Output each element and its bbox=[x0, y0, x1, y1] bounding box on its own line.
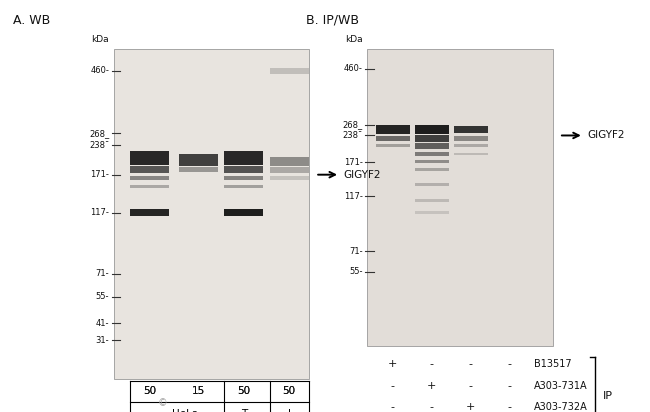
Text: ©: © bbox=[157, 398, 168, 408]
Text: -: - bbox=[469, 359, 473, 369]
Text: -: - bbox=[391, 381, 395, 391]
Bar bbox=[224, 209, 263, 216]
Bar bbox=[415, 135, 448, 142]
Text: 50: 50 bbox=[237, 386, 250, 396]
Text: B13517: B13517 bbox=[534, 359, 572, 369]
Text: 71-: 71- bbox=[96, 269, 109, 278]
Bar bbox=[270, 68, 309, 74]
Bar bbox=[454, 144, 488, 147]
Bar bbox=[454, 126, 488, 133]
Text: kDa: kDa bbox=[92, 35, 109, 44]
Bar bbox=[179, 154, 218, 166]
Text: +: + bbox=[466, 402, 475, 412]
Bar bbox=[224, 185, 263, 188]
Text: GIGYF2: GIGYF2 bbox=[587, 131, 625, 140]
Text: T: T bbox=[240, 409, 247, 412]
Text: kDa: kDa bbox=[345, 35, 363, 44]
Bar bbox=[415, 152, 448, 156]
Bar bbox=[114, 49, 309, 379]
Text: 71-: 71- bbox=[349, 247, 363, 256]
Bar bbox=[415, 183, 448, 186]
Bar bbox=[367, 49, 552, 346]
Text: IP: IP bbox=[603, 391, 612, 401]
Bar bbox=[270, 167, 309, 173]
Text: GIGYF2: GIGYF2 bbox=[343, 170, 381, 180]
Text: 50: 50 bbox=[283, 386, 296, 396]
Text: 238¯: 238¯ bbox=[89, 140, 109, 150]
Text: 15: 15 bbox=[192, 386, 205, 396]
Text: 171-: 171- bbox=[90, 170, 109, 179]
Bar bbox=[454, 152, 488, 155]
Text: 460-: 460- bbox=[344, 64, 363, 73]
Text: -: - bbox=[391, 402, 395, 412]
Bar bbox=[415, 211, 448, 214]
Bar bbox=[415, 199, 448, 202]
Bar bbox=[130, 185, 169, 188]
Text: 15: 15 bbox=[192, 386, 205, 396]
Bar bbox=[376, 144, 410, 147]
Text: -: - bbox=[430, 402, 434, 412]
Text: -: - bbox=[508, 381, 512, 391]
Bar bbox=[224, 166, 263, 173]
Text: HeLa: HeLa bbox=[172, 409, 198, 412]
Bar bbox=[415, 160, 448, 163]
Bar bbox=[130, 151, 169, 165]
Text: 55-: 55- bbox=[96, 292, 109, 301]
Text: 55-: 55- bbox=[349, 267, 363, 276]
Bar bbox=[179, 167, 218, 172]
Bar bbox=[224, 176, 263, 180]
Bar bbox=[415, 168, 448, 171]
Text: -: - bbox=[508, 359, 512, 369]
Bar bbox=[130, 176, 169, 180]
Text: 41-: 41- bbox=[96, 318, 109, 328]
Bar bbox=[415, 125, 448, 133]
Text: A. WB: A. WB bbox=[13, 14, 50, 27]
Bar bbox=[130, 166, 169, 173]
Bar bbox=[376, 125, 410, 133]
Text: 50: 50 bbox=[143, 386, 156, 396]
Bar bbox=[130, 209, 169, 216]
Text: 50: 50 bbox=[143, 386, 156, 396]
Text: 268_: 268_ bbox=[89, 129, 109, 138]
Bar bbox=[224, 151, 263, 165]
Bar bbox=[376, 136, 410, 141]
Text: B. IP/WB: B. IP/WB bbox=[306, 14, 359, 27]
Text: -: - bbox=[430, 359, 434, 369]
Text: -: - bbox=[469, 381, 473, 391]
Text: +: + bbox=[388, 359, 397, 369]
Text: 460-: 460- bbox=[90, 66, 109, 75]
Text: 117-: 117- bbox=[344, 192, 363, 201]
Text: 31-: 31- bbox=[96, 336, 109, 345]
Text: 117-: 117- bbox=[90, 208, 109, 217]
Text: 50: 50 bbox=[283, 386, 296, 396]
Text: 268_: 268_ bbox=[343, 121, 363, 130]
Text: 238¯: 238¯ bbox=[343, 131, 363, 140]
Text: 171-: 171- bbox=[344, 158, 363, 167]
Text: +: + bbox=[427, 381, 436, 391]
Text: J: J bbox=[288, 409, 291, 412]
Text: A303-731A: A303-731A bbox=[534, 381, 588, 391]
Text: 50: 50 bbox=[237, 386, 250, 396]
Text: -: - bbox=[508, 402, 512, 412]
Bar bbox=[415, 143, 448, 148]
Text: A303-732A: A303-732A bbox=[534, 402, 588, 412]
Bar bbox=[270, 157, 309, 166]
Bar bbox=[270, 176, 309, 180]
Bar bbox=[454, 136, 488, 141]
